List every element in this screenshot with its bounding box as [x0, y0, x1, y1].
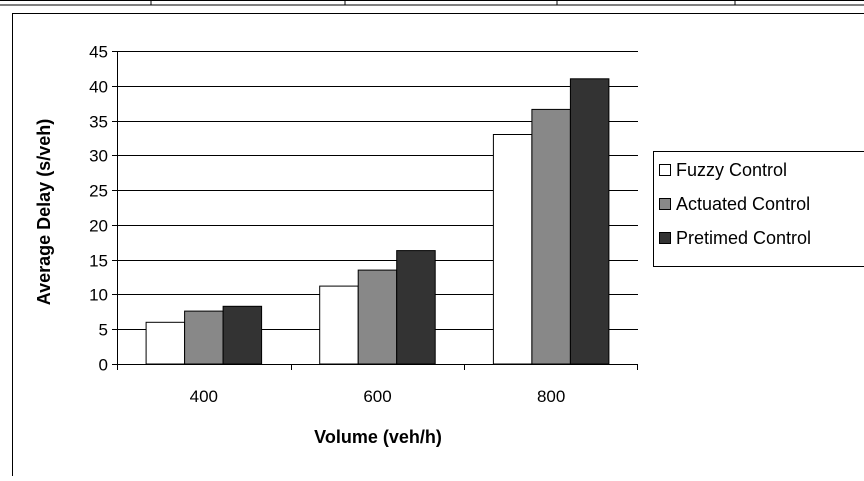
legend-label: Fuzzy Control [676, 160, 787, 180]
legend-label: Actuated Control [676, 194, 810, 214]
y-tick-label: 25 [89, 182, 108, 201]
bar-pretimed-control [397, 251, 436, 364]
x-tick-label: 800 [537, 387, 565, 406]
bar-fuzzy-control [146, 322, 185, 364]
bar-fuzzy-control [320, 286, 359, 364]
bar-actuated-control [185, 311, 224, 364]
y-tick-label: 5 [99, 321, 108, 340]
legend-label: Pretimed Control [676, 228, 811, 248]
bar-actuated-control [358, 270, 397, 364]
y-axis-title: Average Delay (s/veh) [34, 119, 54, 305]
y-tick-label: 15 [89, 252, 108, 271]
y-tick-label: 35 [89, 113, 108, 132]
legend-swatch [660, 199, 671, 210]
legend: Fuzzy Control Actuated Control Pretimed Co… [654, 152, 864, 267]
bar-pretimed-control [223, 306, 262, 364]
y-tick-label: 20 [89, 217, 108, 236]
legend-swatch [660, 165, 671, 176]
x-tick-label: 600 [363, 387, 391, 406]
bar-fuzzy-control [493, 135, 532, 365]
y-tick-label: 40 [89, 78, 108, 97]
x-tick-label: 400 [190, 387, 218, 406]
y-tick-label: 10 [89, 286, 108, 305]
y-tick-label: 0 [99, 356, 108, 375]
y-tick-label: 45 [89, 43, 108, 62]
y-tick-label: 30 [89, 147, 108, 166]
bar-pretimed-control [570, 79, 609, 364]
legend-swatch [660, 233, 671, 244]
bar-actuated-control [532, 109, 571, 364]
x-axis-title: Volume (veh/h) [314, 427, 442, 447]
